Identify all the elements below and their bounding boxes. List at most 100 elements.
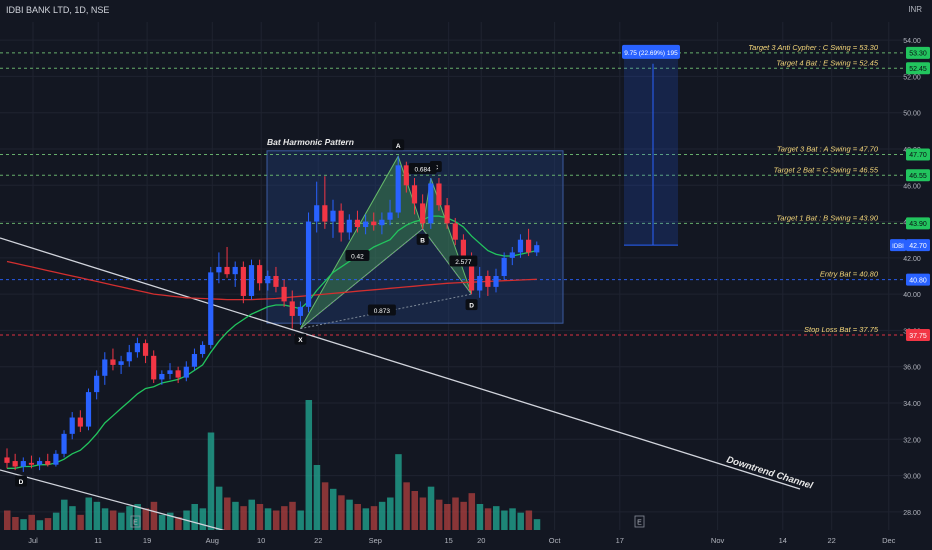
candle-body bbox=[509, 252, 515, 258]
volume-bar bbox=[12, 517, 19, 530]
event-marker-label: E bbox=[637, 520, 642, 527]
x-tick-label: 22 bbox=[314, 536, 322, 545]
candle-body bbox=[322, 205, 328, 222]
volume-bar bbox=[44, 518, 52, 530]
volume-bar bbox=[419, 497, 427, 530]
level-tag-bg bbox=[906, 62, 930, 75]
level-label: Target 3 Anti Cypher : C Swing = 53.30 bbox=[748, 43, 879, 52]
y-tick-label: 28.00 bbox=[903, 510, 921, 517]
candle-body bbox=[4, 457, 10, 463]
time-axis bbox=[0, 530, 932, 550]
volume-bar bbox=[20, 519, 27, 530]
candle-body bbox=[460, 239, 466, 258]
volume-bar bbox=[533, 519, 541, 530]
point-label: A bbox=[396, 143, 401, 150]
point-label-bg bbox=[416, 233, 429, 245]
x-tick-label: Nov bbox=[711, 536, 725, 545]
volume-bar bbox=[240, 506, 247, 530]
volume-bar bbox=[4, 510, 11, 530]
volume-bar bbox=[395, 454, 402, 530]
volume-bar bbox=[452, 497, 459, 530]
last-price-symbol-bg bbox=[890, 239, 906, 252]
point-label-bg bbox=[294, 333, 307, 345]
candle-body bbox=[118, 361, 124, 365]
event-marker bbox=[634, 515, 645, 528]
candle bbox=[85, 388, 92, 431]
candle bbox=[248, 259, 255, 300]
candle bbox=[224, 246, 230, 278]
ratio-label-bg bbox=[367, 304, 396, 316]
candle bbox=[191, 348, 198, 371]
volume-bar bbox=[142, 508, 150, 530]
last-price-tag: 42.70 bbox=[909, 243, 927, 250]
volume-bar bbox=[264, 508, 272, 530]
volume-bar bbox=[460, 501, 467, 530]
candle bbox=[208, 266, 214, 349]
candle bbox=[395, 156, 401, 218]
candle bbox=[509, 246, 515, 266]
candle bbox=[305, 212, 312, 313]
symbol-title[interactable]: IDBI BANK LTD, 1D, NSE bbox=[6, 5, 110, 15]
ratio-label: 0.873 bbox=[374, 308, 391, 315]
volume-bar bbox=[36, 520, 44, 530]
level-tag: 53.30 bbox=[909, 51, 927, 58]
level-label: Target 4 Bat : E Swing = 52.45 bbox=[776, 58, 878, 67]
candle-body bbox=[395, 165, 401, 213]
candle bbox=[4, 448, 10, 469]
volume-bar bbox=[158, 514, 166, 530]
candle-body bbox=[151, 355, 157, 380]
candle-body bbox=[20, 461, 26, 467]
candle-body bbox=[134, 343, 140, 353]
candle bbox=[281, 279, 287, 307]
volume-bars bbox=[4, 400, 541, 530]
volume-bar bbox=[150, 501, 158, 530]
ratio-label: 0.684 bbox=[415, 166, 432, 173]
volume-bar bbox=[167, 512, 174, 530]
volume-bar bbox=[232, 501, 239, 530]
volume-bar bbox=[378, 501, 386, 530]
volume-bar bbox=[476, 504, 484, 530]
candle bbox=[387, 199, 393, 226]
candle-body bbox=[45, 461, 51, 465]
candle-body bbox=[61, 433, 67, 454]
candle bbox=[526, 228, 532, 257]
candle bbox=[403, 161, 409, 193]
candle bbox=[371, 212, 377, 231]
candle-body bbox=[208, 272, 214, 345]
candle-body bbox=[94, 375, 100, 393]
pattern-triangle-xab bbox=[299, 155, 424, 330]
candle bbox=[200, 341, 206, 358]
candle bbox=[216, 252, 222, 284]
last-price-symbol: IDBI bbox=[892, 244, 904, 250]
candle-body bbox=[224, 266, 230, 275]
volume-bar bbox=[468, 493, 476, 530]
level-tag: 43.90 bbox=[909, 221, 927, 228]
candle bbox=[436, 178, 442, 211]
volume-bar bbox=[362, 508, 370, 530]
candle bbox=[69, 412, 75, 440]
candle bbox=[517, 234, 524, 258]
volume-bar bbox=[126, 506, 133, 530]
candle bbox=[126, 344, 132, 367]
volume-bar bbox=[435, 499, 443, 530]
candle bbox=[322, 176, 328, 229]
x-tick-label: 20 bbox=[477, 536, 485, 545]
candle-body bbox=[69, 417, 75, 434]
candle bbox=[297, 301, 303, 325]
candle-body bbox=[330, 210, 336, 222]
ma-long-line bbox=[6, 260, 537, 301]
channel-lower bbox=[0, 469, 231, 533]
candle bbox=[142, 339, 149, 364]
candle-body bbox=[314, 205, 320, 222]
candle bbox=[265, 270, 271, 291]
candle-body bbox=[485, 276, 491, 287]
volume-bar bbox=[248, 499, 255, 530]
candle-body bbox=[248, 265, 255, 296]
volume-bar bbox=[281, 506, 288, 530]
candle-body bbox=[346, 219, 352, 233]
candle-body bbox=[379, 219, 385, 226]
measure-label: 9.75 (22.69%) 195 bbox=[624, 50, 678, 57]
x-tick-label: 11 bbox=[94, 536, 102, 545]
candle bbox=[20, 457, 26, 472]
